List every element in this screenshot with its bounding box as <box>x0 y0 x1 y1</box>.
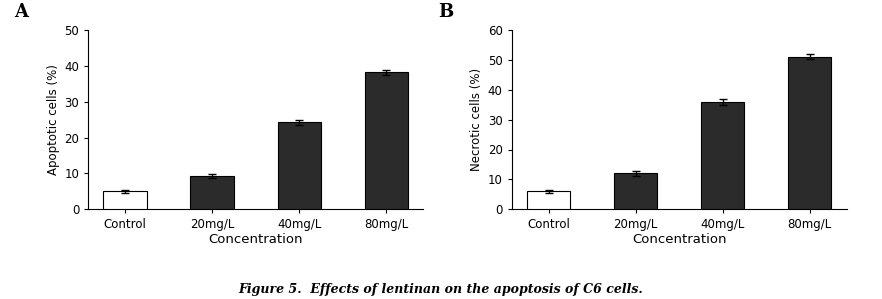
Bar <box>364 72 408 209</box>
Bar <box>191 176 234 209</box>
Y-axis label: Necrotic cells (%): Necrotic cells (%) <box>470 68 483 171</box>
Text: B: B <box>437 3 453 21</box>
Text: A: A <box>14 3 28 21</box>
Text: Figure 5.  Effects of lentinan on the apoptosis of C6 cells.: Figure 5. Effects of lentinan on the apo… <box>239 283 643 296</box>
Bar <box>788 57 832 209</box>
X-axis label: Concentration: Concentration <box>632 233 727 246</box>
Bar <box>614 173 657 209</box>
Bar <box>527 191 571 209</box>
Bar <box>278 123 321 209</box>
Y-axis label: Apoptotic cells (%): Apoptotic cells (%) <box>47 64 60 175</box>
X-axis label: Concentration: Concentration <box>208 233 303 246</box>
Bar <box>103 191 147 209</box>
Bar <box>701 102 744 209</box>
